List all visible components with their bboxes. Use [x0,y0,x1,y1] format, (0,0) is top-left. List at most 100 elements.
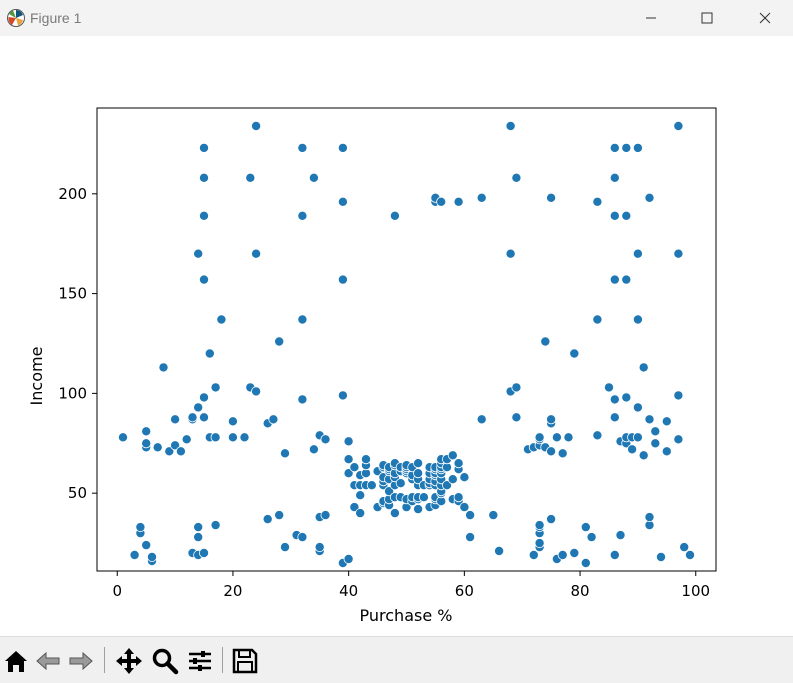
close-button[interactable] [741,0,789,36]
scatter-point [621,274,632,285]
scatter-point [673,121,684,132]
scatter-point [337,142,348,153]
zoom-icon[interactable] [151,647,179,675]
scatter-point [251,121,262,132]
scatter-point [453,492,464,503]
scatter-point [586,532,597,543]
axes-frame [96,107,717,572]
scatter-point [198,142,209,153]
scatter-point [494,545,505,556]
x-axis-label: Purchase % [360,606,453,625]
pan-icon[interactable] [115,647,143,675]
scatter-point [505,121,516,132]
scatter-point [198,274,209,285]
scatter-point [609,142,620,153]
scatter-point [476,192,487,203]
scatter-point [204,348,215,359]
scatter-point [418,492,429,503]
scatter-point [366,480,377,491]
y-axis-label: Income [27,347,46,406]
window-title: Figure 1 [30,10,82,26]
scatter-point [337,196,348,207]
scatter-point [650,438,661,449]
save-icon[interactable] [231,647,259,675]
scatter-point [592,314,603,325]
scatter-point [679,542,690,553]
scatter-point [279,542,290,553]
scatter-point [453,196,464,207]
scatter-point [644,414,655,425]
forward-icon[interactable] [67,647,95,675]
scatter-point [308,172,319,183]
scatter-point [534,538,545,549]
scatter-point [540,336,551,347]
scatter-point [395,478,406,489]
scatter-point [210,382,221,393]
scatter-point [187,412,198,423]
scatter-point [447,474,458,485]
scatter-point [193,248,204,259]
scatter-point [673,390,684,401]
scatter-point [413,458,424,469]
back-icon[interactable] [34,647,62,675]
home-icon[interactable] [2,647,30,675]
scatter-point [389,210,400,221]
scatter-point [505,248,516,259]
scatter-point [436,196,447,207]
figure-canvas: 0 20 40 60 80 100 50 100 150 200 Purchase % Inco… [0,36,793,636]
scatter-point [239,432,250,443]
scatter-point [297,142,308,153]
scatter-point [632,248,643,259]
scatter-point [175,446,186,457]
scatter-point [534,432,545,443]
y-tick-label: 150 [58,285,87,303]
x-tick-label: 40 [339,582,358,600]
scatter-point [297,532,308,543]
scatter-point [632,142,643,153]
scatter-point [615,530,626,541]
scatter-point [621,210,632,221]
scatter-point [170,414,181,425]
maximize-button[interactable] [683,0,731,36]
scatter-point [592,430,603,441]
scatter-point [193,522,204,533]
scatter-point [609,172,620,183]
scatter-point [557,448,568,459]
close-icon [759,12,771,24]
scatter-point [210,520,221,531]
scatter-point [511,382,522,393]
scatter-point [193,532,204,543]
scatter-point [227,432,238,443]
y-tick-label: 100 [58,384,87,402]
scatter-point [627,444,638,455]
minimize-icon [646,17,656,19]
scatter-point [580,522,591,533]
scatter-point [413,504,424,515]
scatter-point [198,172,209,183]
minimize-button[interactable] [627,0,675,36]
scatter-point [129,550,140,561]
navigation-toolbar [0,636,793,683]
scatter-points [118,121,696,569]
scatter-point [528,550,539,561]
scatter-point [320,434,331,445]
scatter-point [279,448,290,459]
scatter-point [546,192,557,203]
scatter-point [644,512,655,523]
scatter-point [135,522,146,533]
scatter-point [569,348,580,359]
scatter-point [343,468,354,479]
scatter-point [656,552,667,563]
scatter-point [251,386,262,397]
configure-subplots-icon[interactable] [186,647,214,675]
x-tick-label: 60 [455,582,474,600]
scatter-point [580,558,591,569]
scatter-point [268,414,279,425]
scatter-point [314,542,325,553]
matplotlib-logo-icon [7,9,25,27]
scatter-point [360,454,371,465]
x-axis-ticks: 0 20 40 60 80 100 [112,571,710,600]
maximize-icon [701,12,713,24]
scatter-point [569,548,580,559]
scatter-point [546,414,557,425]
